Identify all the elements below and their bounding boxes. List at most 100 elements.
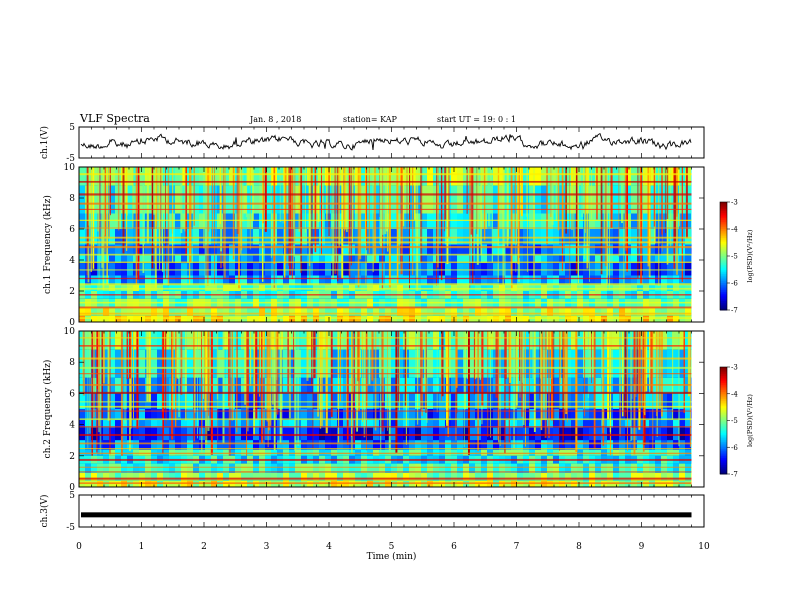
sferic-streak [101,331,103,420]
spectrogram-cell [301,315,307,322]
spectrogram-cell [103,244,109,256]
spectrogram-cell [373,440,379,450]
spectrogram-cell [559,419,565,428]
spectrogram-cell [193,349,199,378]
spectrogram-cell [667,349,673,378]
sferic-streak [645,331,648,392]
spectrogram-cell [427,275,433,285]
spectrogram-cell [373,308,379,316]
spectrogram-cell [541,409,547,420]
spectrogram-cell [469,275,475,285]
spectrogram-cell [175,255,181,264]
spectrogram-cell [289,308,295,316]
spectrogram-cell [535,185,541,214]
spectrogram-cell [241,213,247,229]
spectrogram-cell [169,463,175,473]
spectrogram-cell [301,308,307,316]
narrowband-line [79,208,692,210]
spectrogram-cell [529,308,535,316]
spectrogram-cell [247,419,253,428]
spectrogram-cell [481,275,487,285]
spectrogram-cell [409,331,415,350]
spectrogram-cell [295,255,301,264]
spectrogram-cell [595,419,601,428]
spectrogram-cell [343,419,349,428]
spectrogram-cell [151,275,157,285]
spectrogram-cell [355,440,361,450]
spectrogram-cell [691,349,692,378]
sferic-streak [653,167,656,227]
sferic-streak [89,331,91,434]
spectrogram-cell [211,185,217,214]
sferic-streak [647,167,650,267]
spectrogram-cell [613,409,619,420]
narrowband-line [79,448,692,450]
colorbar-segment [720,408,727,411]
sferic-streak [135,167,138,285]
spectrogram-cell [313,440,319,450]
spectrogram-cell [655,244,661,256]
sferic-streak [436,167,437,286]
spectrogram-cell [391,315,397,322]
colorbar-segment [720,468,727,471]
sferic-streak [245,167,248,218]
sferic-streak [610,167,613,229]
sferic-streak [236,331,238,402]
spectrogram-cell [589,308,595,316]
spectrogram-cell [427,349,433,378]
spectrogram-cell [139,349,145,378]
colorbar-segment [720,221,727,225]
spectrogram-cell [583,463,589,473]
spectrogram-cell [253,244,259,256]
sferic-streak [685,167,688,239]
sferic-streak [635,331,637,398]
colorbar-segment [720,295,727,298]
spectrogram-cell [259,440,265,450]
sferic-streak [619,331,621,403]
spectrogram-cell [223,315,229,322]
sferic-streak [506,167,509,248]
sferic-streak [180,331,183,395]
spectrogram-cell [541,463,547,473]
spectrogram-cell [169,308,175,316]
spectrogram-cell [601,308,607,316]
y-axis-label: ch.1 Frequency (kHz) [42,195,53,294]
spectrogram-cell [571,331,577,350]
spectrogram-cell [661,308,667,316]
spectrogram-cell [691,308,692,316]
spectrogram-cell [103,275,109,285]
sferic-streak [658,331,661,409]
spectrogram-cell [139,255,145,264]
spectrogram-cell [613,185,619,214]
spectrogram-cell [667,255,673,264]
spectrogram-cell [169,255,175,264]
spectrogram-cell [583,349,589,378]
spectrogram-cell [469,419,475,428]
sferic-streak [90,167,92,273]
spectrogram-cell [217,409,223,420]
spectrogram-cell [583,472,589,481]
sferic-streak [205,167,207,276]
colorbar-segment [720,209,727,212]
spectrogram-cell [439,463,445,473]
sferic-streak [193,331,196,442]
spectrogram-cell [163,308,169,316]
spectrogram-cell [685,409,691,420]
spectrogram-cell [175,409,181,420]
spectrogram-cell [487,244,493,256]
spectrogram-cell [283,472,289,481]
spectrogram-cell [517,409,523,420]
spectrogram-cell [685,255,691,264]
spectrogram-cell [193,409,199,420]
spectrogram-cell [523,244,529,256]
spectrogram-cell [691,409,692,420]
sferic-streak [124,331,126,424]
spectrogram-cell [367,472,373,481]
spectrogram-cell [529,185,535,214]
spectrogram-cell [145,275,151,285]
y-tick-label: 10 [64,327,76,337]
spectrogram-cell [301,349,307,378]
spectrogram-cell [103,349,109,378]
spectrogram-cell [91,315,97,322]
spectrogram-cell [229,275,235,285]
